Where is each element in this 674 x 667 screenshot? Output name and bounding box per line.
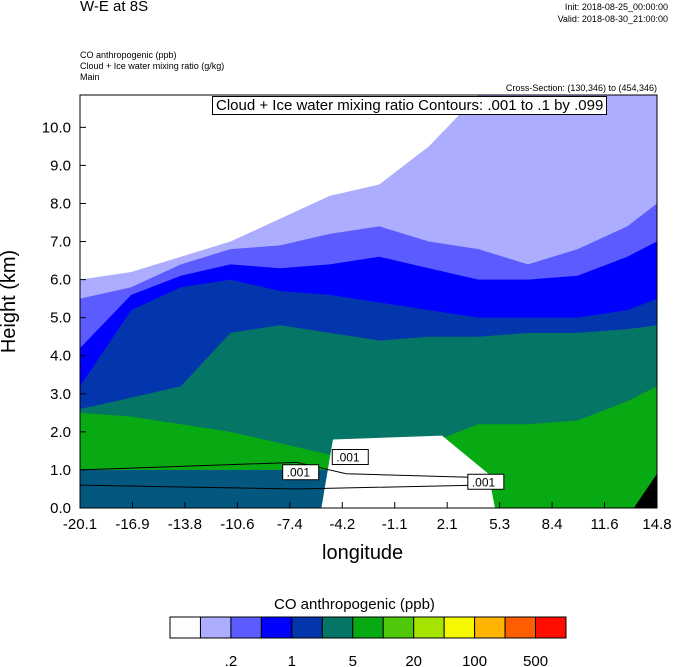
y-axis-label: Height (km) — [0, 249, 21, 354]
y-tick-label: 6.0 — [50, 272, 71, 289]
valid-time: Valid: 2018-08-30_21:00:00 — [557, 14, 668, 24]
colorbar-label: 500 — [523, 653, 548, 667]
y-tick-label: 1.0 — [50, 462, 71, 479]
x-tick-label: -20.1 — [63, 516, 97, 533]
colorbar-label: 100 — [462, 653, 487, 667]
colorbar-label: .2 — [225, 653, 238, 667]
x-tick-label: 2.1 — [437, 516, 458, 533]
colorbar-swatch — [321, 616, 354, 639]
contour-info: Cloud + Ice water mixing ratio Contours:… — [212, 96, 608, 115]
plot-frame — [79, 94, 658, 509]
y-tick-label: 0.0 — [50, 500, 71, 517]
contour-label: .001 — [287, 466, 311, 480]
colorbar-swatch — [199, 616, 232, 639]
chart-title: W-E at 8S — [80, 0, 149, 15]
x-tick-label: -10.6 — [220, 516, 254, 533]
x-tick-label: -1.1 — [382, 516, 408, 533]
colorbar-swatch — [535, 616, 567, 639]
field-1: CO anthropogenic (ppb) — [80, 50, 177, 60]
contour-label-box — [282, 464, 320, 481]
colorbar-swatch — [352, 616, 384, 639]
init-time: Init: 2018-08-25_00:00:00 — [564, 2, 668, 12]
y-tick-label: 2.0 — [50, 424, 71, 441]
x-tick-label: 11.6 — [590, 516, 618, 533]
x-tick-label: -13.8 — [168, 516, 202, 533]
colorbar-swatch — [443, 616, 476, 639]
x-tick-label: 14.8 — [642, 516, 671, 533]
colorbar-swatch — [260, 616, 293, 639]
colorbar-swatch — [382, 616, 415, 639]
colorbar-swatch — [169, 616, 201, 639]
colorbar-swatch — [413, 616, 445, 639]
field-2: Cloud + Ice water mixing ratio (g/kg) — [80, 61, 225, 71]
cross-section-label: Cross-Section: (130,346) to (454,346) — [505, 83, 657, 93]
x-tick-label: 5.3 — [489, 516, 510, 533]
y-tick-label: 10.0 — [42, 119, 71, 136]
contour-label: .001 — [472, 475, 496, 489]
y-tick-label: 8.0 — [50, 195, 71, 212]
x-tick-label: -4.2 — [329, 516, 355, 533]
colorbar-swatch — [504, 616, 537, 639]
contour-label-box — [467, 473, 505, 490]
colorbar-label: 5 — [349, 653, 357, 667]
y-tick-label: 5.0 — [50, 310, 71, 327]
x-tick-label: -16.9 — [115, 516, 149, 533]
contour-label: .001 — [336, 451, 360, 465]
y-tick-label: 7.0 — [50, 234, 71, 251]
contour-label-box — [331, 449, 369, 466]
colorbar-label: 20 — [405, 653, 422, 667]
colorbar-title: CO anthropogenic (ppb) — [274, 596, 435, 613]
field-3: Main — [80, 72, 100, 82]
x-tick-label: 8.4 — [542, 516, 563, 533]
x-tick-label: -7.4 — [277, 516, 303, 533]
colorbar-swatch — [474, 616, 506, 639]
colorbar-label: 1 — [288, 653, 296, 667]
colorbar-swatch — [230, 616, 262, 639]
x-axis-label: longitude — [322, 542, 404, 564]
y-tick-label: 9.0 — [50, 157, 71, 174]
terrain — [633, 473, 657, 508]
y-tick-label: 3.0 — [50, 386, 71, 403]
colorbar-swatch — [291, 616, 323, 639]
y-tick-label: 4.0 — [50, 348, 71, 365]
